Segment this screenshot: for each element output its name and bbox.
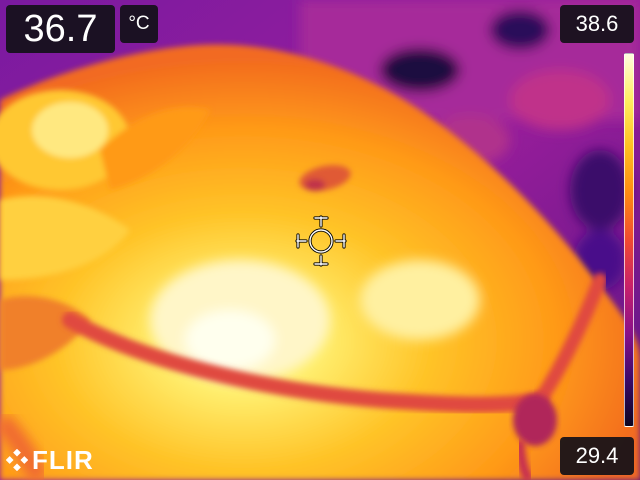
- spot-meter-crosshair-icon: [295, 215, 347, 267]
- spot-temperature-readout: 36.7: [6, 5, 115, 53]
- brand-name: FLIR: [32, 445, 94, 475]
- scale-max-value: 38.6: [560, 5, 634, 43]
- temperature-unit: °C: [120, 5, 158, 43]
- flir-logo-icon: [6, 449, 28, 471]
- flir-logo: FLIR: [6, 446, 94, 474]
- scale-min-value: 29.4: [560, 437, 634, 475]
- color-scale-bar: [624, 53, 634, 427]
